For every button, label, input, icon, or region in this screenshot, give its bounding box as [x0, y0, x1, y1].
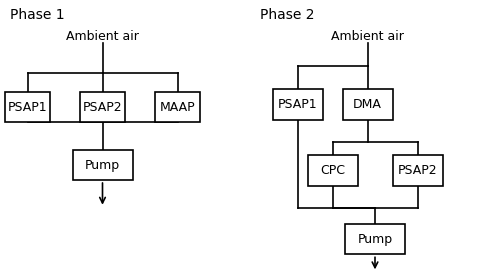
FancyBboxPatch shape [5, 92, 50, 122]
FancyBboxPatch shape [392, 155, 442, 186]
Text: DMA: DMA [353, 98, 382, 111]
FancyBboxPatch shape [342, 89, 392, 120]
FancyBboxPatch shape [308, 155, 358, 186]
Text: PSAP2: PSAP2 [398, 164, 438, 177]
FancyBboxPatch shape [72, 150, 132, 180]
Text: PSAP1: PSAP1 [278, 98, 318, 111]
FancyBboxPatch shape [272, 89, 322, 120]
Text: CPC: CPC [320, 164, 345, 177]
Text: Pump: Pump [85, 158, 120, 172]
Text: Ambient air: Ambient air [66, 30, 139, 43]
Text: MAAP: MAAP [160, 101, 196, 114]
FancyBboxPatch shape [345, 224, 405, 254]
Text: Pump: Pump [358, 233, 392, 246]
Text: PSAP2: PSAP2 [82, 101, 122, 114]
Text: Ambient air: Ambient air [331, 30, 404, 43]
FancyBboxPatch shape [155, 92, 200, 122]
Text: Phase 1: Phase 1 [10, 8, 64, 22]
FancyBboxPatch shape [80, 92, 125, 122]
Text: PSAP1: PSAP1 [8, 101, 48, 114]
Text: Phase 2: Phase 2 [260, 8, 314, 22]
